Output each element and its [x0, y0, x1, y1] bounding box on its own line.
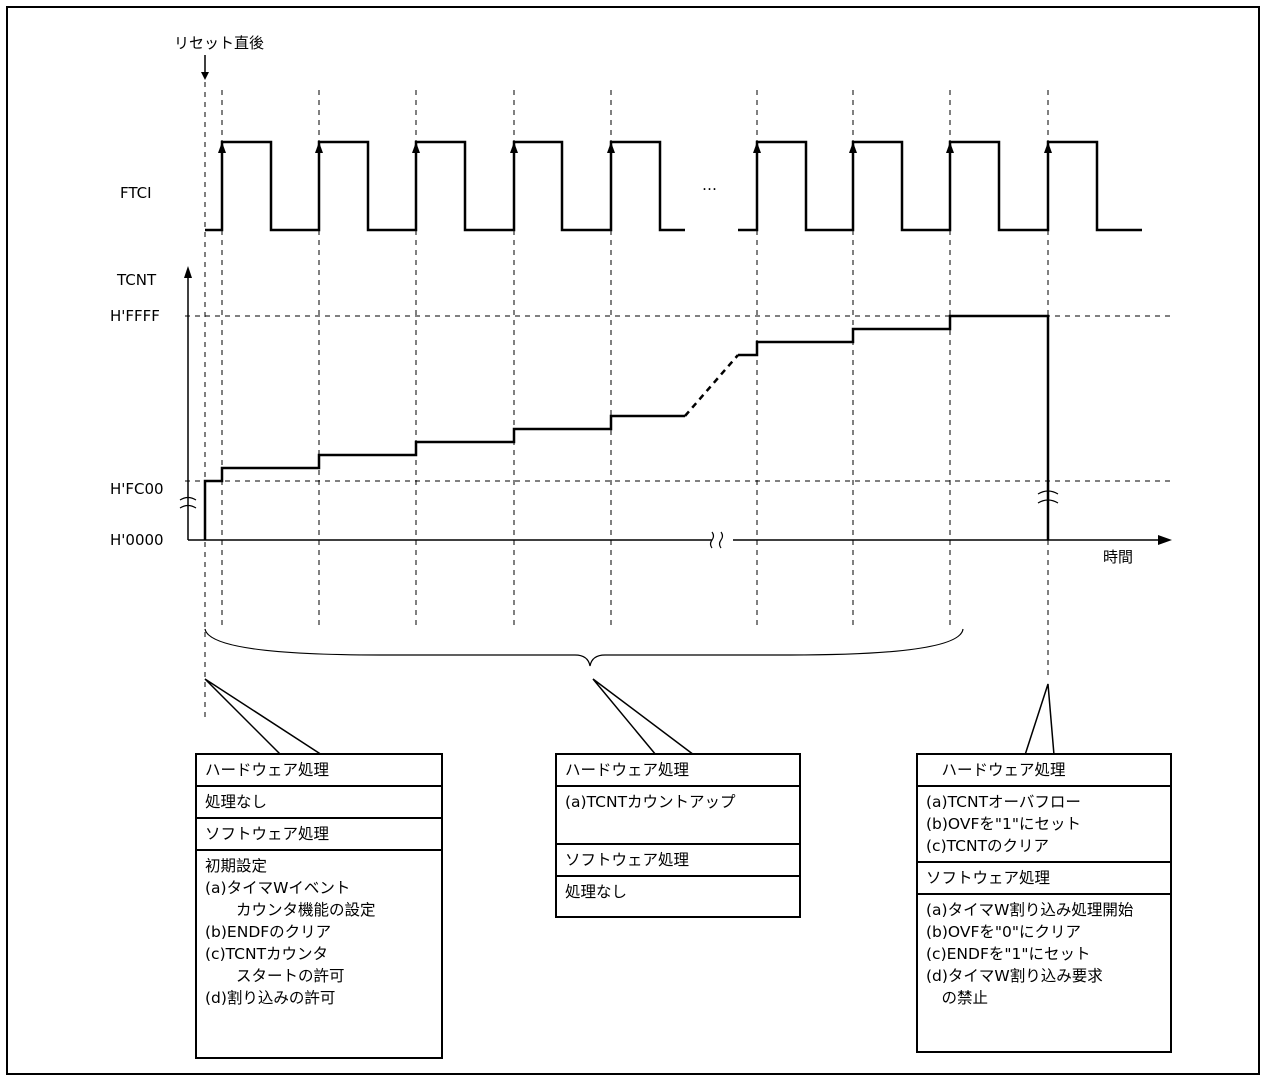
section-text: (c)TCNTカウンタ [205, 945, 329, 963]
section-text: (c)ENDFを"1"にセット [926, 945, 1091, 963]
box-section: (a)TCNTカウントアップ [557, 787, 799, 845]
rising-edge-arrows [218, 142, 1052, 153]
callout-box-overflow: ハードウェア処理 (a)TCNTオーバフロー (b)OVFを"1"にセット (c… [916, 753, 1172, 1053]
section-heading: ソフトウェア処理 [205, 825, 330, 843]
diagram-frame [6, 6, 1260, 1075]
callout-box-countup: ハードウェア処理 (a)TCNTカウントアップ ソフトウェア処理 処理なし [555, 753, 801, 918]
tcnt-axes [187, 275, 1160, 541]
section-text: (b)ENDFのクリア [205, 923, 332, 941]
tcnt-axis-label: TCNT [116, 271, 157, 289]
box-section: ハードウェア処理 [918, 755, 1170, 787]
count-period-brace [204, 628, 964, 667]
y-axis-arrowhead [184, 266, 192, 278]
callout-pointers [204, 678, 1055, 756]
callout-box-reset: ハードウェア処理 処理なし ソフトウェア処理 初期設定 (a)タイマWイベント … [195, 753, 443, 1059]
ftci-label: FTCI [120, 184, 152, 202]
hfc00-label: H'FC00 [110, 480, 164, 498]
box-section: ハードウェア処理 [197, 755, 441, 787]
section-text: (a)TCNTオーバフロー [926, 793, 1081, 811]
section-heading: ハードウェア処理 [926, 761, 1066, 779]
section-text: の禁止 [926, 989, 989, 1007]
section-text: (a)TCNTカウントアップ [565, 793, 736, 811]
box-section: (a)TCNTオーバフロー (b)OVFを"1"にセット (c)TCNTのクリア [918, 787, 1170, 863]
time-axis-label: 時間 [1103, 548, 1133, 566]
tcnt-staircase [203, 314, 1050, 540]
box-section: ソフトウェア処理 [557, 845, 799, 877]
box-section: ソフトウェア処理 [197, 819, 441, 851]
section-text: (c)TCNTのクリア [926, 837, 1050, 855]
box-section: 初期設定 (a)タイマWイベント カウンタ機能の設定 (b)ENDFのクリア (… [197, 851, 441, 1013]
box-section: ソフトウェア処理 [918, 863, 1170, 895]
section-text: スタートの許可 [205, 967, 345, 985]
box-section: (a)タイマW割り込み処理開始 (b)OVFを"0"にクリア (c)ENDFを"… [918, 895, 1170, 1013]
section-heading: ハードウェア処理 [565, 761, 690, 779]
section-text: (d)タイマW割り込み要求 [926, 967, 1103, 985]
x-axis-arrowhead [1158, 535, 1172, 545]
box-section: ハードウェア処理 [557, 755, 799, 787]
section-heading: ソフトウェア処理 [565, 851, 690, 869]
guide-lines [185, 62, 1170, 720]
waveform-ellipsis: … [702, 176, 717, 194]
ftci-waveform [205, 140, 1142, 232]
box-section: 処理なし [557, 877, 799, 907]
hffff-label: H'FFFF [110, 307, 160, 325]
section-text: 処理なし [565, 883, 628, 901]
section-text: (b)OVFを"1"にセット [926, 815, 1082, 833]
section-text: (b)OVFを"0"にクリア [926, 923, 1082, 941]
section-heading: ハードウェア処理 [205, 761, 330, 779]
box-section: 処理なし [197, 787, 441, 819]
section-text: (d)割り込みの許可 [205, 989, 336, 1007]
reset-label: リセット直後 [174, 34, 264, 52]
tcnt-ramp-dashed [684, 354, 739, 417]
section-text: (a)タイマWイベント [205, 879, 351, 897]
h0000-label: H'0000 [110, 531, 164, 549]
section-heading: ソフトウェア処理 [926, 869, 1051, 887]
section-text: カウンタ機能の設定 [205, 901, 376, 919]
section-text: 初期設定 [205, 857, 268, 875]
reset-arrow [201, 55, 209, 80]
section-text: 処理なし [205, 793, 268, 811]
section-text: (a)タイマW割り込み処理開始 [926, 901, 1134, 919]
